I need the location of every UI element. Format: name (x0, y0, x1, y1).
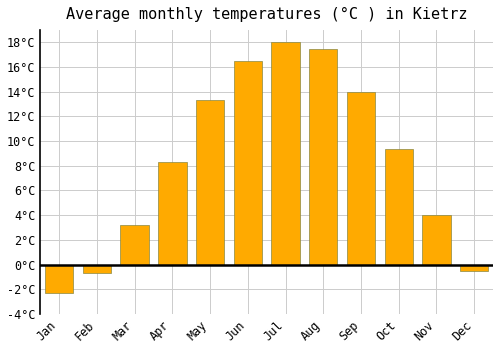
Bar (384, 148, 413, 265)
Bar (234, 61, 262, 265)
Bar (120, 225, 149, 265)
Bar (422, 215, 450, 265)
Bar (158, 162, 186, 265)
Bar (309, 49, 338, 265)
Bar (347, 92, 375, 265)
Title: Average monthly temperatures (°C ) in Kietrz: Average monthly temperatures (°C ) in Ki… (66, 7, 468, 22)
Bar (83, 265, 111, 273)
Bar (272, 42, 299, 265)
Bar (196, 100, 224, 265)
Bar (45, 265, 74, 293)
Bar (460, 265, 488, 271)
